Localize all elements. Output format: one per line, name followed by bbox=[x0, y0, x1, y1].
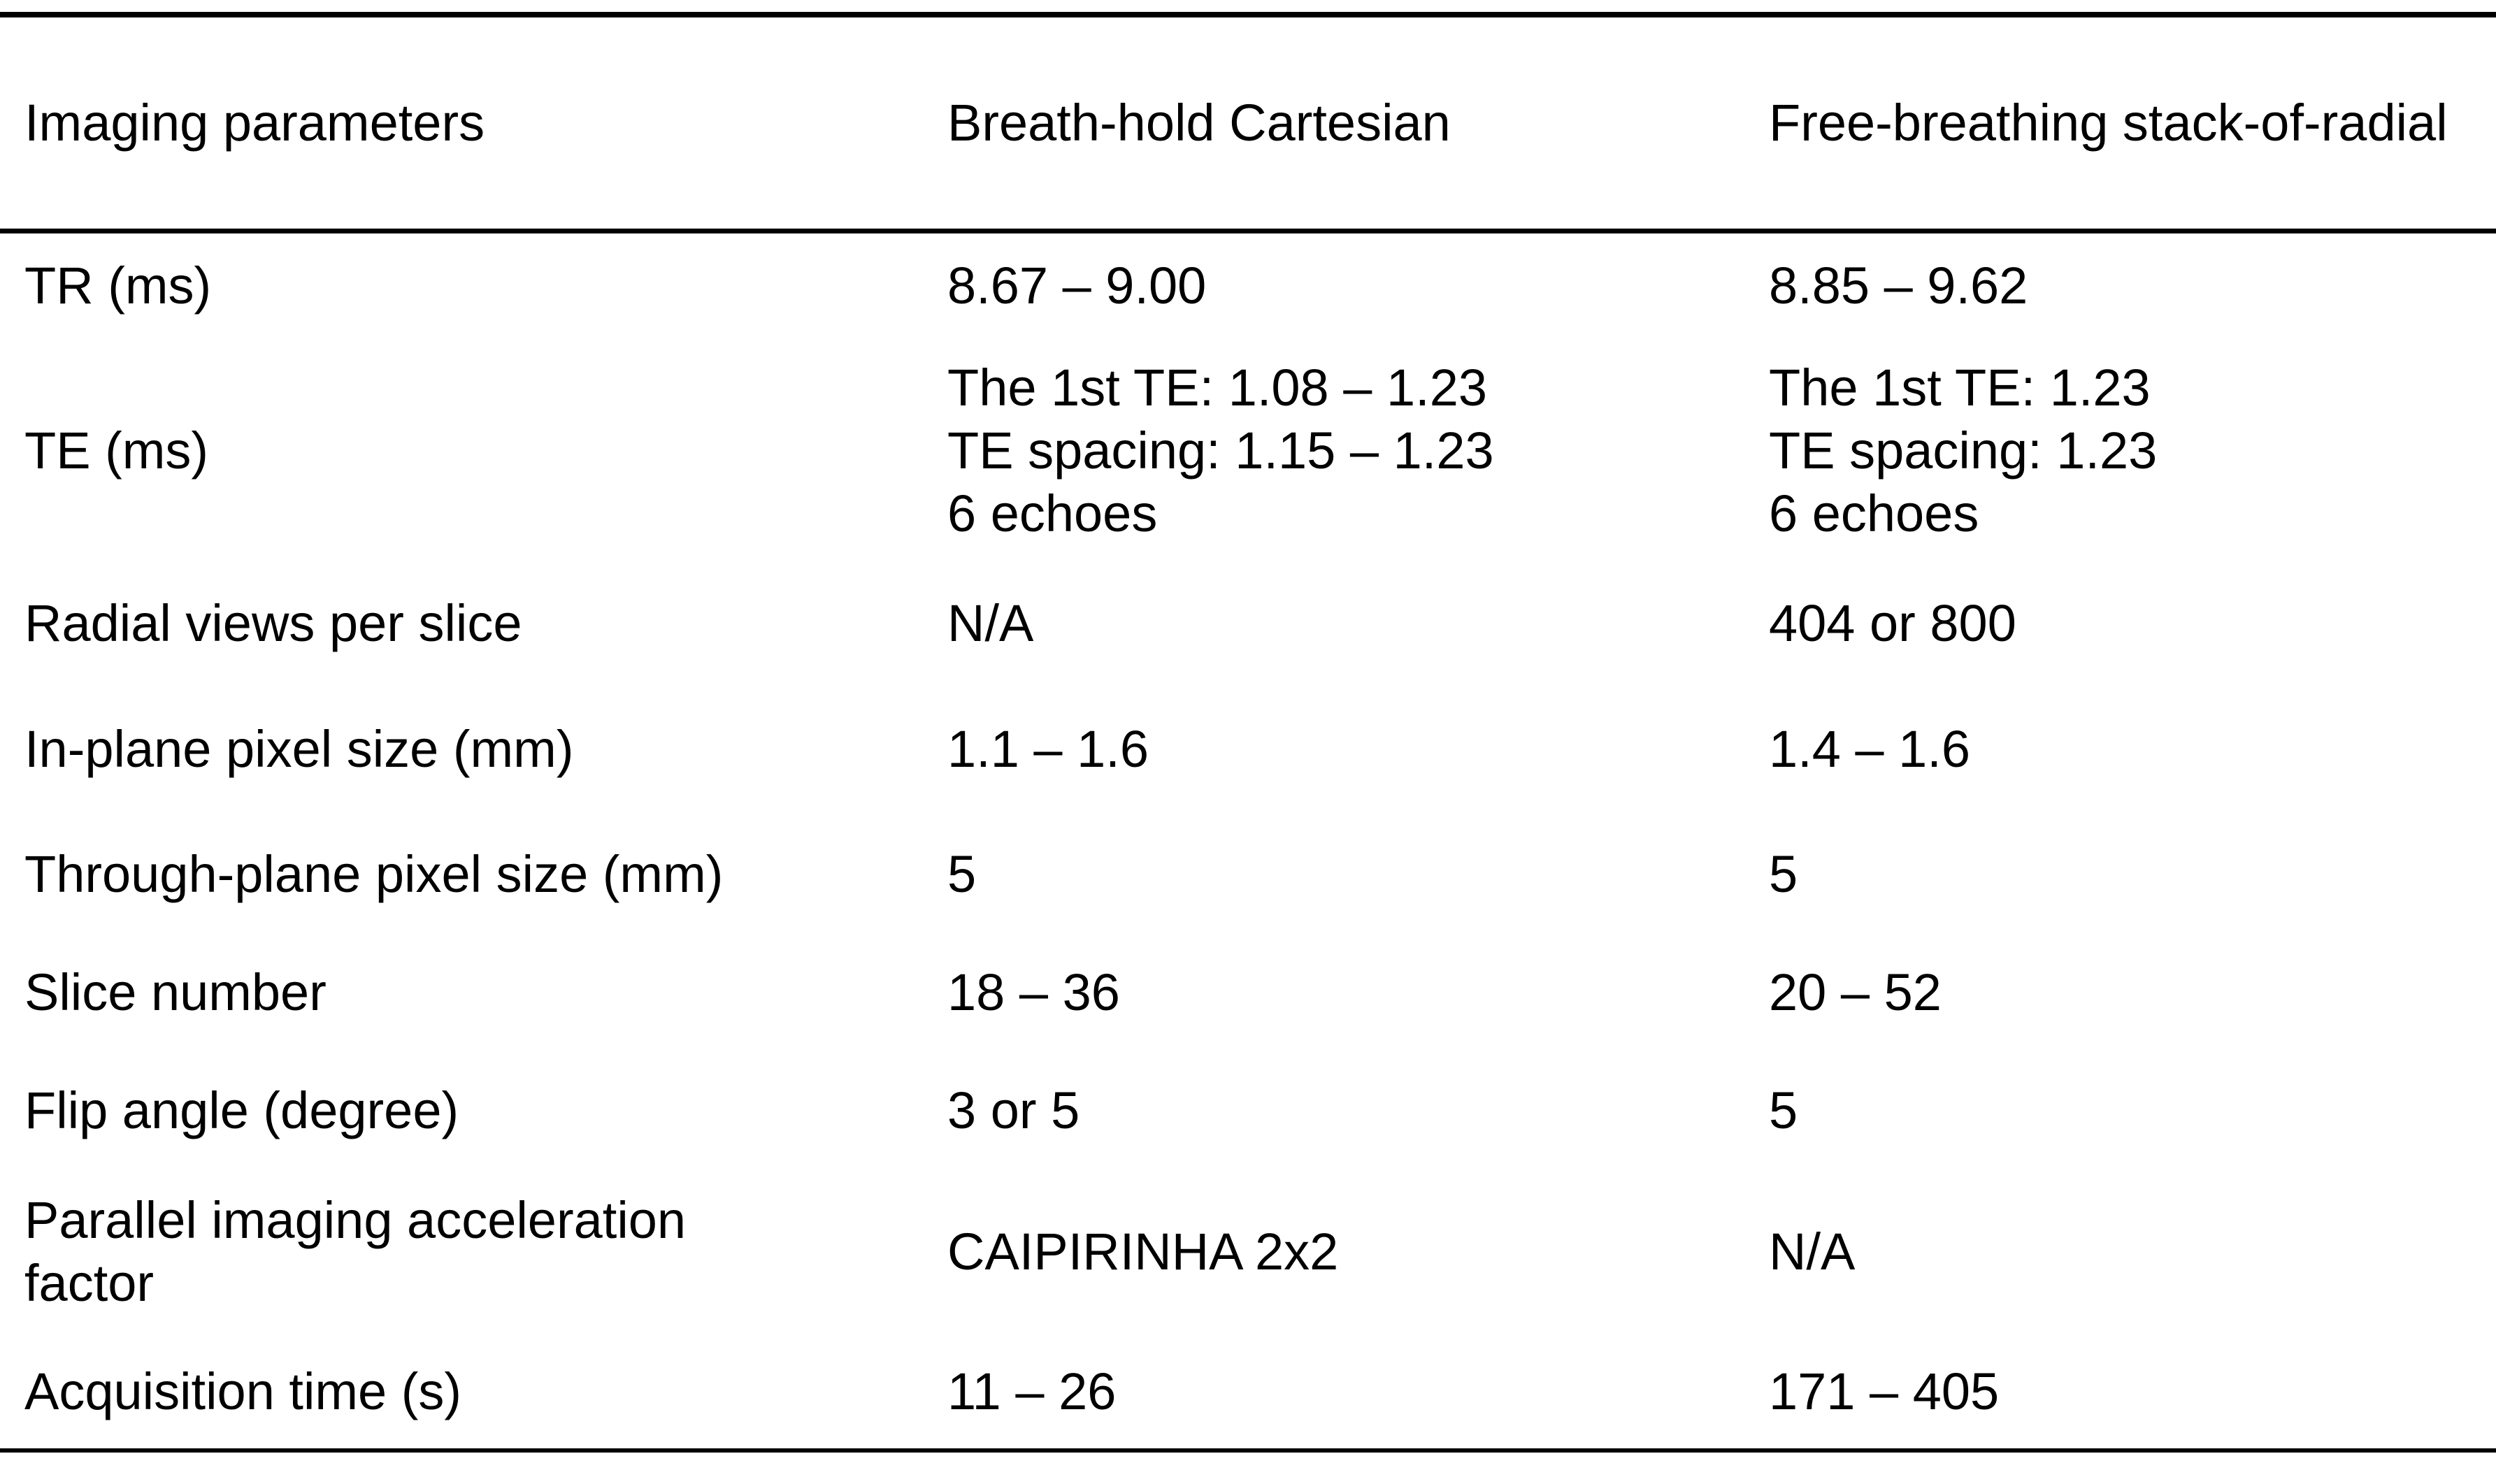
cartesian-value: 11 – 26 bbox=[947, 1362, 1117, 1420]
imaging-parameters-table: Imaging parameters Breath-hold Cartesian… bbox=[0, 17, 2496, 1448]
imaging-parameters-table-frame: Imaging parameters Breath-hold Cartesian… bbox=[0, 12, 2496, 1453]
col-header-free-breathing-stack-of-radial: Free-breathing stack-of-radial bbox=[1737, 17, 2496, 233]
table-row-in-plane-pixel-size: In-plane pixel size (mm) 1.1 – 1.6 1.4 –… bbox=[0, 683, 2496, 816]
radial-value: 1.4 – 1.6 bbox=[1769, 720, 1971, 778]
radial-value: 8.85 – 9.62 bbox=[1769, 256, 2028, 315]
cartesian-value: The 1st TE: 1.08 – 1.23 TE spacing: 1.15… bbox=[947, 359, 1494, 542]
param-label: In-plane pixel size (mm) bbox=[24, 720, 574, 778]
param-label: Through-plane pixel size (mm) bbox=[24, 845, 724, 903]
cartesian-value: 3 or 5 bbox=[947, 1081, 1080, 1139]
cartesian-value: 1.1 – 1.6 bbox=[947, 720, 1149, 778]
table-row-te: TE (ms) The 1st TE: 1.08 – 1.23 TE spaci… bbox=[0, 338, 2496, 563]
table-row-through-plane-pixel-size: Through-plane pixel size (mm) 5 5 bbox=[0, 816, 2496, 933]
radial-value: 171 – 405 bbox=[1769, 1362, 2000, 1420]
param-label: Radial views per slice bbox=[24, 593, 522, 652]
table-row-flip-angle: Flip angle (degree) 3 or 5 5 bbox=[0, 1052, 2496, 1169]
radial-value: 5 bbox=[1769, 845, 1798, 903]
param-label: Slice number bbox=[24, 963, 327, 1021]
page: { "colors": { "text": "#000000", "backgr… bbox=[0, 12, 2496, 1484]
table-row-slice-number: Slice number 18 – 36 20 – 52 bbox=[0, 933, 2496, 1052]
radial-value: N/A bbox=[1769, 1223, 1856, 1281]
col-header-imaging-parameters: Imaging parameters bbox=[0, 17, 808, 233]
param-label: Flip angle (degree) bbox=[24, 1081, 459, 1139]
cartesian-value: CAIPIRINHA 2x2 bbox=[947, 1223, 1339, 1281]
table-row-radial-views: Radial views per slice N/A 404 or 800 bbox=[0, 563, 2496, 683]
param-label: TE (ms) bbox=[24, 422, 209, 480]
radial-value: The 1st TE: 1.23 TE spacing: 1.23 6 echo… bbox=[1769, 359, 2158, 542]
cartesian-value: 5 bbox=[947, 845, 977, 903]
table-row-acquisition-time: Acquisition time (s) 11 – 26 171 – 405 bbox=[0, 1335, 2496, 1448]
cartesian-value: 18 – 36 bbox=[947, 963, 1120, 1021]
col-header-breath-hold-cartesian: Breath-hold Cartesian bbox=[808, 17, 1737, 233]
radial-value: 5 bbox=[1769, 1081, 1798, 1139]
radial-value: 20 – 52 bbox=[1769, 963, 1942, 1021]
table-row-parallel-imaging-acceleration-factor: Parallel imaging acceleration factor CAI… bbox=[0, 1169, 2496, 1335]
cartesian-value: N/A bbox=[947, 593, 1034, 652]
table-row-tr: TR (ms) 8.67 – 9.00 8.85 – 9.62 bbox=[0, 231, 2496, 338]
param-label: TR (ms) bbox=[24, 256, 212, 315]
param-label: Parallel imaging acceleration factor bbox=[24, 1191, 687, 1312]
table-header-row: Imaging parameters Breath-hold Cartesian… bbox=[0, 17, 2496, 233]
param-label: Acquisition time (s) bbox=[24, 1362, 462, 1420]
cartesian-value: 8.67 – 9.00 bbox=[947, 256, 1207, 315]
radial-value: 404 or 800 bbox=[1769, 593, 2016, 652]
